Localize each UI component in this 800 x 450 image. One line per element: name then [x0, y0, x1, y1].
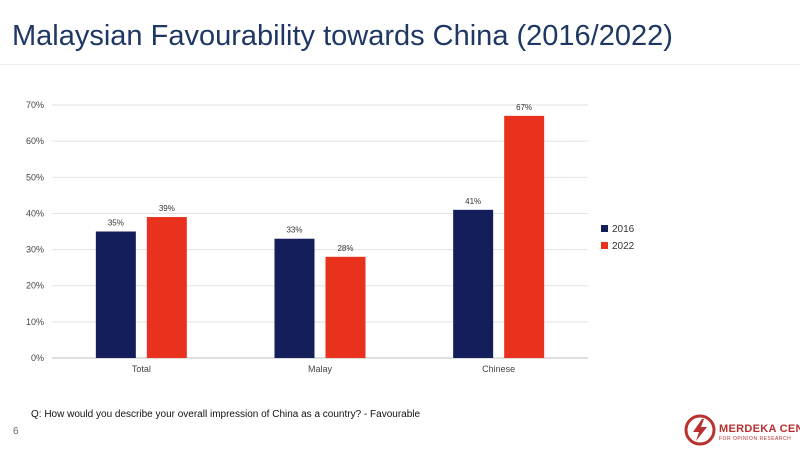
- survey-question: Q: How would you describe your overall i…: [31, 409, 421, 420]
- data-label: 35%: [108, 219, 124, 228]
- bar-2016-total: [95, 231, 136, 358]
- legend-swatch-2022: [601, 242, 608, 249]
- bar-2022-malay: [325, 256, 366, 358]
- logo-subtitle: FOR OPINION RESEARCH: [719, 436, 792, 442]
- page-number: 6: [13, 426, 19, 437]
- merdeka-center-logo: MERDEKA CENTER FOR OPINION RESEARCH: [684, 414, 800, 448]
- legend-swatch-2016: [601, 225, 608, 232]
- bar-2016-malay: [274, 238, 315, 358]
- lightning-bolt-icon: [684, 414, 716, 446]
- data-label: 67%: [516, 103, 532, 112]
- legend-label-2022: 2022: [612, 241, 635, 252]
- logo-name: MERDEKA CENTER: [719, 423, 800, 435]
- data-label: 28%: [337, 244, 353, 253]
- legend-label-2016: 2016: [612, 224, 635, 235]
- data-label: 41%: [465, 197, 481, 206]
- data-label: 33%: [286, 226, 302, 235]
- bar-2022-chinese: [504, 115, 545, 358]
- x-tick-label: Chinese: [482, 364, 515, 374]
- data-label: 39%: [159, 204, 175, 213]
- title-divider: [0, 64, 800, 65]
- x-tick-label: Total: [132, 364, 151, 374]
- y-tick-label: 50%: [26, 172, 44, 182]
- bar-2016-chinese: [453, 209, 494, 358]
- y-tick-label: 20%: [26, 281, 44, 291]
- y-tick-label: 0%: [31, 353, 44, 363]
- y-tick-label: 60%: [26, 136, 44, 146]
- x-tick-label: Malay: [308, 364, 333, 374]
- slide-title: Malaysian Favourability towards China (2…: [12, 20, 673, 52]
- y-tick-label: 40%: [26, 208, 44, 218]
- y-tick-label: 30%: [26, 245, 44, 255]
- y-tick-label: 70%: [26, 100, 44, 110]
- y-tick-label: 10%: [26, 317, 44, 327]
- bar-2022-total: [146, 217, 187, 358]
- bar-chart: 0% 10% 20% 30% 40% 50% 60% 70% 35% 39% Total 33% 28%…: [26, 100, 635, 374]
